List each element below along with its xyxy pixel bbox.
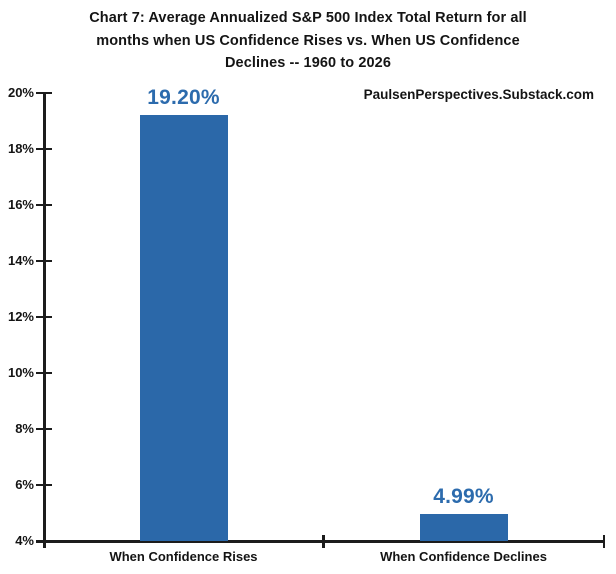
y-tick — [36, 91, 52, 95]
y-tick-label: 14% — [7, 253, 34, 269]
y-tick — [36, 315, 52, 319]
chart-title-line-2: months when US Confidence Rises vs. When… — [96, 32, 520, 49]
y-tick — [36, 147, 52, 151]
x-tick — [43, 535, 46, 548]
y-tick-label: 16% — [7, 197, 34, 213]
y-tick-label: 10% — [7, 365, 34, 381]
y-tick-label: 6% — [15, 477, 34, 493]
y-tick — [36, 371, 52, 375]
chart-title-line-1: Chart 7: Average Annualized S&P 500 Inde… — [89, 10, 527, 26]
bar-value-label: 19.20% — [147, 86, 220, 110]
bar — [419, 513, 508, 542]
watermark-text: PaulsenPerspectives.Substack.com — [363, 87, 594, 102]
chart-title: Chart 7: Average Annualized S&P 500 Inde… — [0, 7, 616, 75]
y-tick-label: 12% — [7, 309, 34, 325]
chart-title-line-3: Declines -- 1960 to 2026 — [224, 55, 391, 71]
y-axis-line — [43, 93, 46, 548]
category-label: When Confidence Rises — [109, 549, 258, 564]
x-tick — [602, 535, 606, 548]
y-tick — [36, 259, 52, 263]
y-tick — [36, 483, 52, 487]
y-tick-label: 8% — [15, 421, 34, 437]
category-label: When Confidence Declines — [380, 549, 547, 564]
y-tick — [36, 203, 52, 207]
y-tick-label: 20% — [7, 85, 34, 100]
y-tick-label: 18% — [7, 141, 34, 157]
bar-value-label: 4.99% — [433, 484, 494, 508]
x-tick — [322, 535, 325, 548]
y-tick-label: 4% — [15, 533, 34, 549]
y-tick — [36, 427, 52, 431]
bar — [139, 115, 228, 542]
